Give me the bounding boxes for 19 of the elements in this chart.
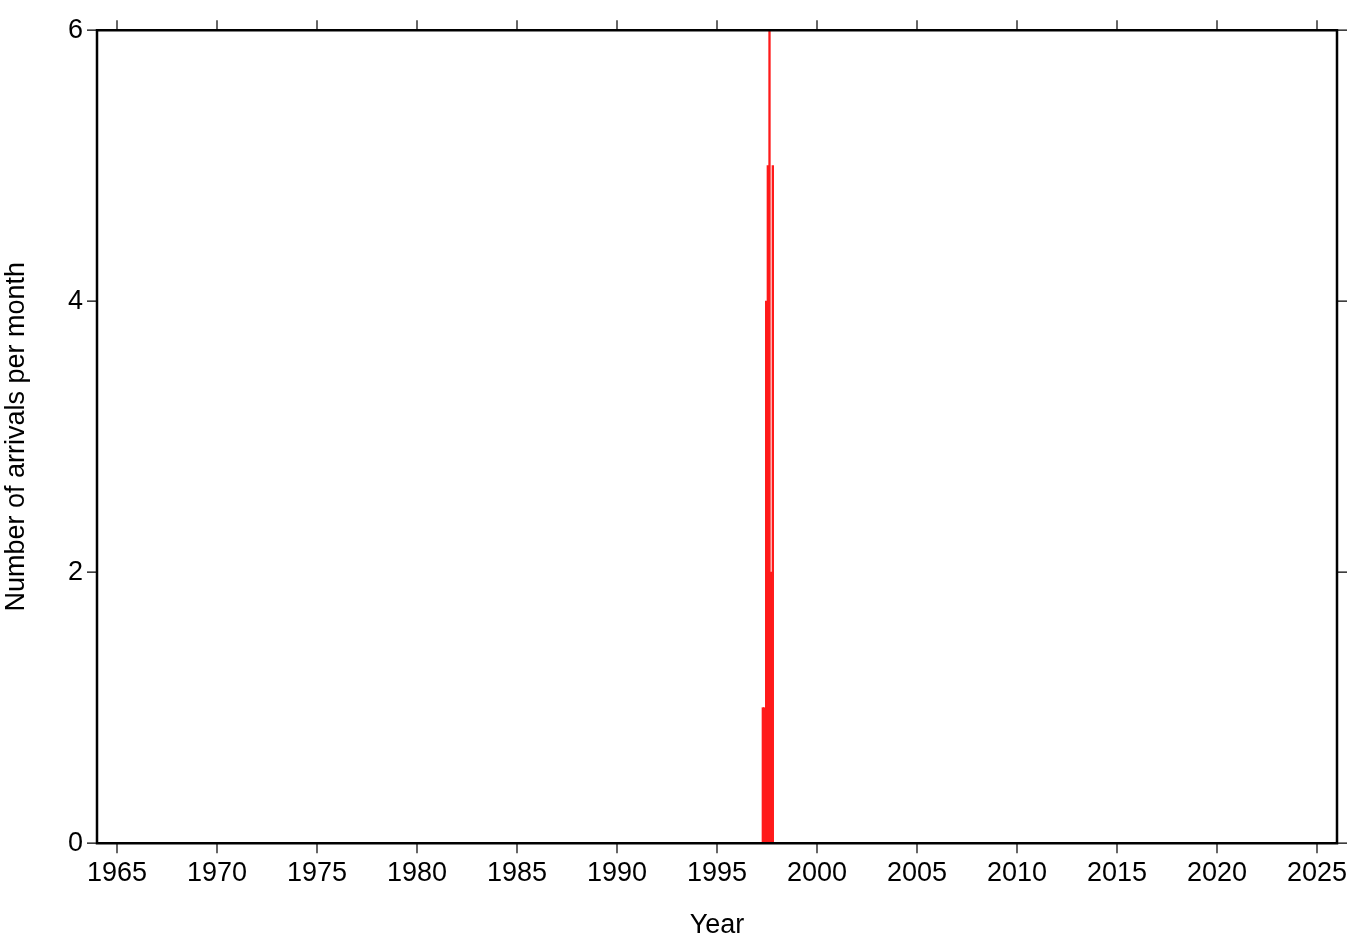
x-tick-label: 2000 [786, 856, 848, 887]
x-tick-label: 1980 [386, 856, 448, 887]
y-axis-title: Number of arrivals per month [0, 261, 30, 612]
x-tick-label: 1990 [586, 856, 648, 887]
x-tick-label: 2025 [1286, 856, 1348, 887]
y-tick-label: 0 [67, 826, 83, 857]
x-axis-title: Year [689, 909, 745, 940]
x-tick-label: 2005 [886, 856, 948, 887]
x-tick-label: 1975 [286, 856, 348, 887]
x-tick-label: 1995 [686, 856, 748, 887]
x-tick-label: 2010 [986, 856, 1048, 887]
x-tick-label: 2020 [1186, 856, 1248, 887]
y-tick-label: 6 [67, 13, 83, 44]
x-tick-label: 2015 [1086, 856, 1148, 887]
y-tick-label: 2 [67, 555, 83, 586]
x-tick-label: 1985 [486, 856, 548, 887]
y-tick-label: 4 [67, 284, 83, 315]
x-tick-label: 1965 [86, 856, 148, 887]
x-tick-label: 1970 [186, 856, 248, 887]
